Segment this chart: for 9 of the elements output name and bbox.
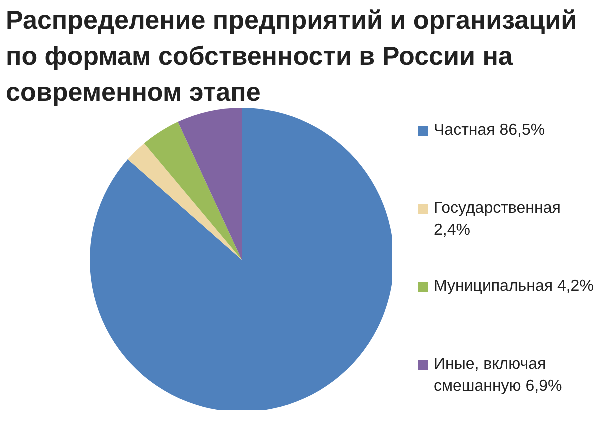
pie-slice	[178, 108, 242, 260]
legend-label: Иные, включая смешанную 6,9%	[434, 355, 564, 397]
pie-slice	[144, 122, 242, 260]
legend-label: Государственная 2,4%	[434, 199, 562, 241]
legend-label: Муниципальная 4,2%	[434, 277, 594, 297]
pie-slice	[90, 108, 392, 410]
pie-slice	[128, 143, 242, 260]
chart-title: Распределение предприятий и организаций по формам собственности в России на современном этапе	[6, 4, 578, 109]
legend-label: Частная 86,5%	[434, 121, 546, 141]
